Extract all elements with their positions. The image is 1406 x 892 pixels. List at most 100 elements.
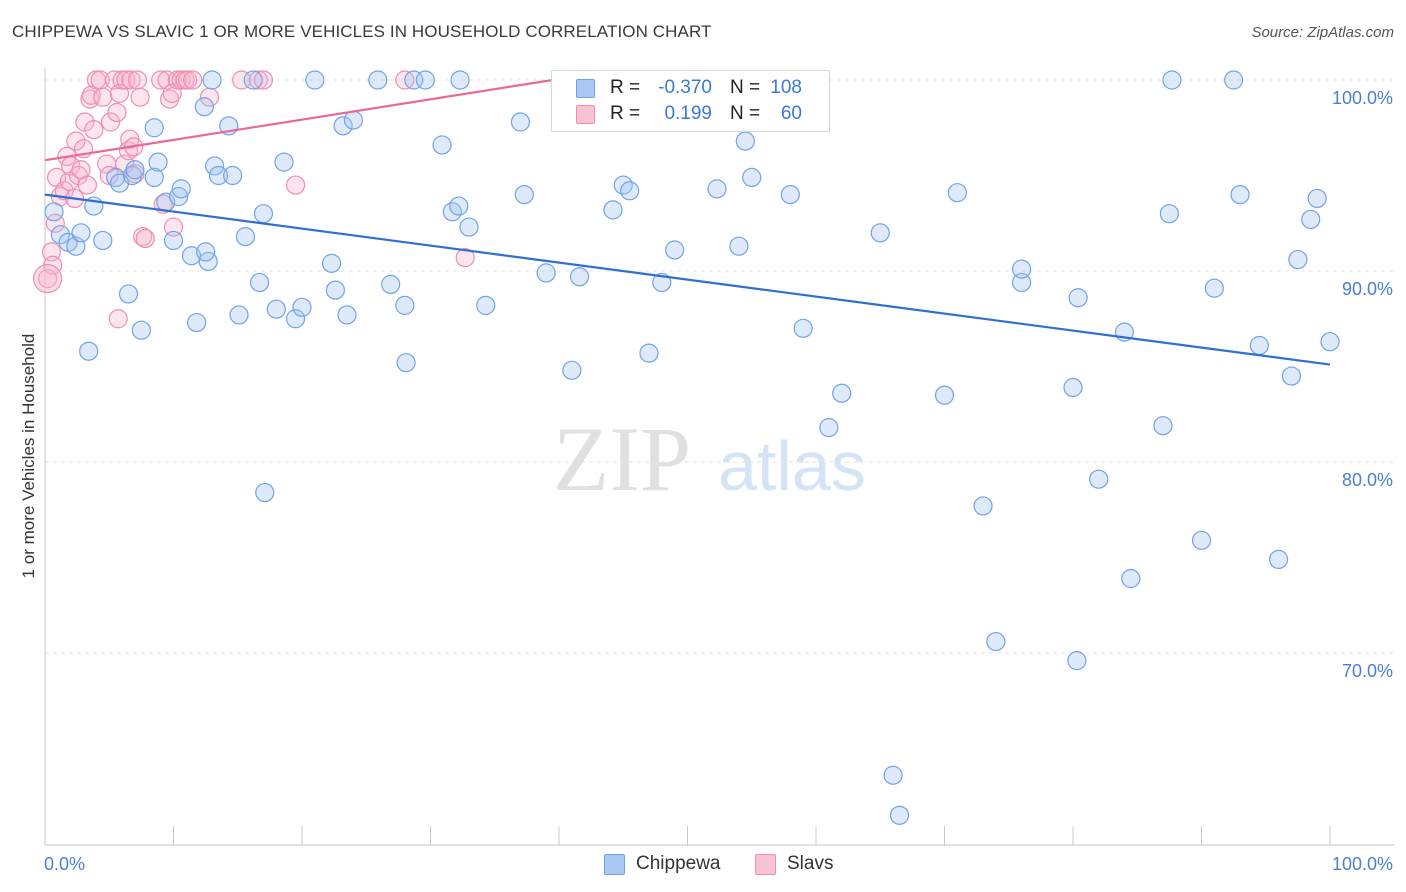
slavs-point <box>116 70 136 90</box>
chippewa-point <box>305 70 325 90</box>
chippewa-point <box>1230 185 1250 205</box>
chippewa-point <box>243 70 263 90</box>
slavs-point <box>54 181 74 201</box>
y-tick-label: 100.0% <box>1332 88 1393 108</box>
slavs-point <box>285 175 306 195</box>
chippewa-point <box>396 353 416 373</box>
legend-n-value: 60 <box>780 103 802 124</box>
chippewa-point <box>148 152 168 172</box>
chippewa-point <box>1153 416 1173 436</box>
chippewa-point <box>325 280 346 300</box>
chippewa-point <box>1301 209 1321 230</box>
chippewa-point <box>131 320 151 340</box>
chippewa-swatch <box>576 79 595 98</box>
chippewa-point <box>194 97 214 117</box>
chippewa-point <box>870 223 890 243</box>
legend-r-value: 0.199 <box>664 103 712 124</box>
legend-n-label: N = <box>730 77 761 98</box>
chippewa-point <box>450 70 470 90</box>
chippewa-point <box>255 482 275 503</box>
chippewa-point <box>1307 188 1327 209</box>
chippewa-point <box>1067 651 1087 671</box>
chippewa-point <box>292 297 312 317</box>
chippewa-point <box>196 242 216 262</box>
slavs-point <box>455 248 475 268</box>
chippewa-point <box>1089 469 1109 489</box>
watermark: ZIP atlas <box>553 408 866 510</box>
y-tick-label: 70.0% <box>1342 661 1393 681</box>
chippewa-point <box>274 152 294 172</box>
chippewa-point <box>459 217 479 237</box>
chippewa-point <box>1224 70 1244 90</box>
chippewa-point <box>1204 278 1224 298</box>
chippewa-point <box>171 179 191 199</box>
chippewa-point <box>832 383 852 403</box>
chippewa-point <box>476 295 496 315</box>
legend-label-slavs: Slavs <box>787 853 834 874</box>
chippewa-point <box>1068 288 1088 308</box>
chippewa-point <box>187 312 207 333</box>
chippewa-point <box>536 263 556 283</box>
chippewa-point <box>1162 70 1182 90</box>
chippewa-point <box>742 167 762 188</box>
chippewa-point <box>620 181 640 201</box>
chippewa-point <box>253 204 274 224</box>
chippewa-point <box>415 70 435 90</box>
chippewa-point <box>1159 204 1179 224</box>
legend-r-label: R = <box>610 103 641 124</box>
chippewa-point <box>1011 259 1032 279</box>
y-axis-title: 1 or more Vehicles in Household <box>19 334 38 579</box>
chippewa-point <box>883 765 903 785</box>
chart-source: Source: ZipAtlas.com <box>1251 24 1394 41</box>
slavs-trend-line <box>44 78 553 162</box>
slavs-legend-swatch <box>755 854 776 875</box>
chippewa-point <box>404 70 424 90</box>
chippewa-point <box>652 272 672 293</box>
axes <box>44 68 1395 846</box>
x-tick-label-min: 0.0% <box>44 854 85 874</box>
chippewa-legend-swatch <box>604 854 625 875</box>
chippewa-point <box>208 165 229 186</box>
chippewa-point <box>321 253 342 273</box>
legend-r-value: -0.370 <box>658 77 712 98</box>
chippewa-point <box>163 230 184 251</box>
legend-n-label: N = <box>730 103 761 124</box>
watermark-atlas: atlas <box>718 427 866 505</box>
chippewa-point <box>44 202 64 222</box>
chippewa-point <box>79 341 99 361</box>
chippewa-point <box>1011 272 1032 293</box>
chippewa-point <box>1249 335 1269 356</box>
slavs-point <box>151 70 171 90</box>
slavs-point <box>107 102 127 123</box>
gridlines <box>45 79 1395 654</box>
chippewa-point <box>889 805 910 825</box>
chippewa-point <box>368 70 388 90</box>
chippewa-point <box>223 165 243 186</box>
legend-row-slavs: R = 0.199 N = 60 <box>552 101 829 127</box>
chippewa-point <box>144 118 164 138</box>
slavs-point <box>253 70 274 90</box>
legend-label-chippewa: Chippewa <box>636 853 721 874</box>
slavs-point <box>183 70 203 90</box>
chart-title: CHIPPEWA VS SLAVIC 1 OR MORE VEHICLES IN… <box>12 22 712 41</box>
chippewa-point <box>1121 568 1141 589</box>
slavs-point <box>100 112 121 132</box>
chippewa-point <box>337 305 357 325</box>
slavs-point <box>108 309 128 329</box>
chippewa-point <box>229 305 249 325</box>
chippewa-point <box>395 295 415 315</box>
slavs-point-large <box>32 264 63 294</box>
slavs-point <box>135 228 155 249</box>
chippewa-point <box>780 185 800 205</box>
slavs-swatch <box>576 105 595 124</box>
chippewa-point <box>181 246 202 266</box>
chippewa-trend-line <box>44 193 1331 366</box>
bottom-legend: Chippewa Slavs <box>0 852 1406 876</box>
chippewa-point <box>93 230 113 251</box>
legend-n-value: 108 <box>770 77 802 98</box>
chippewa-point <box>1281 366 1302 386</box>
chippewa-point <box>819 418 839 438</box>
y-tick-label: 90.0% <box>1342 279 1393 299</box>
chippewa-point <box>986 631 1006 652</box>
chippewa-point <box>973 496 993 516</box>
